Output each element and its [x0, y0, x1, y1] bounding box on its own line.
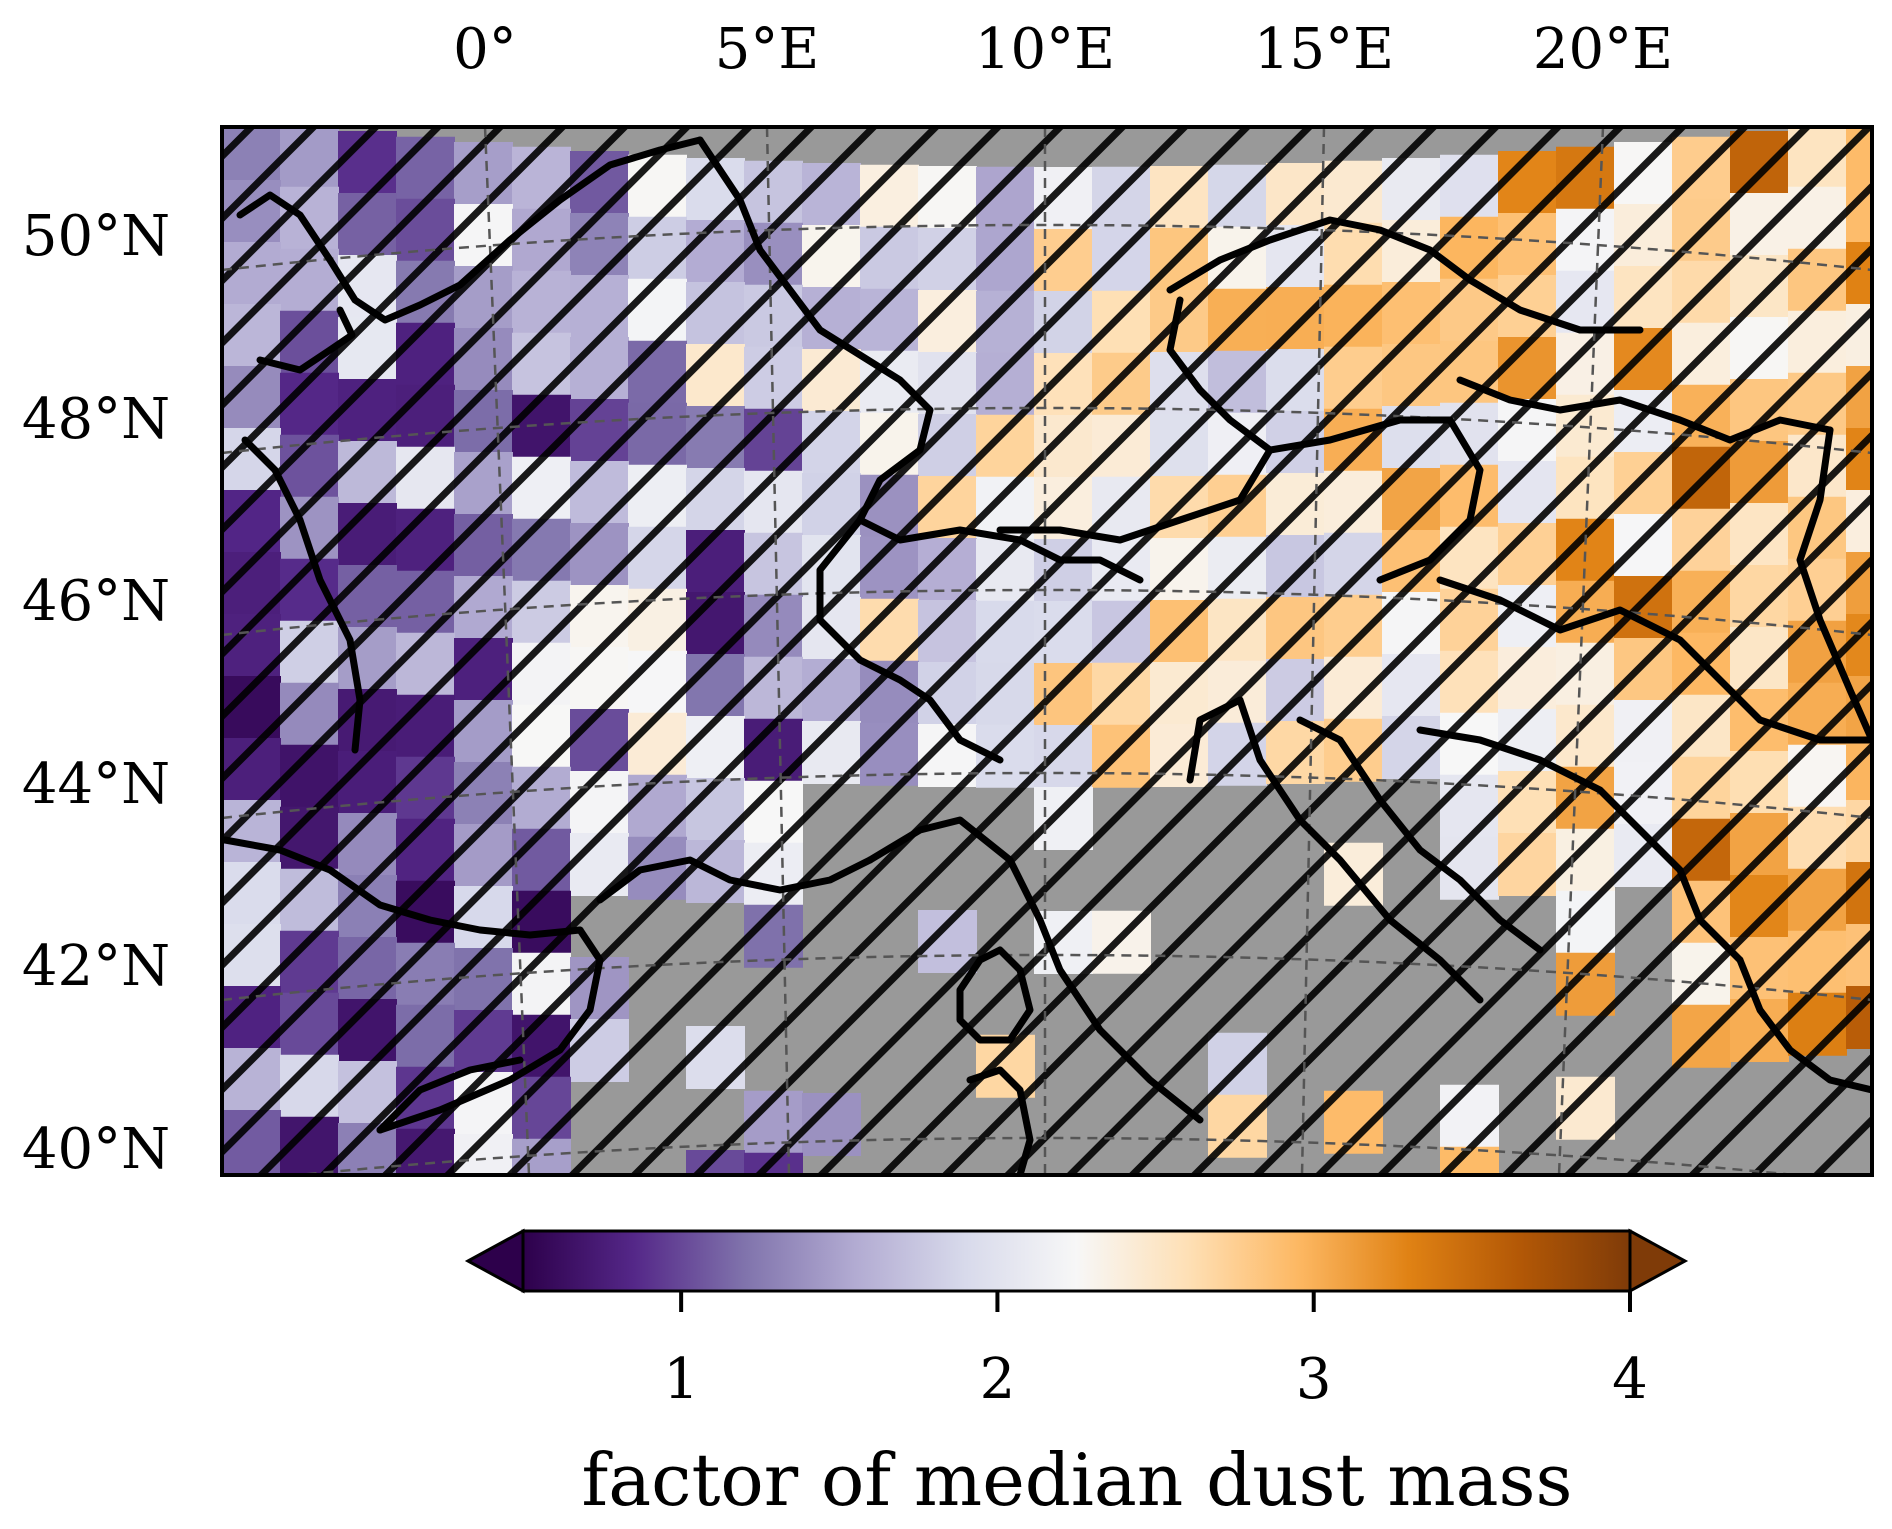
map-frame: [220, 125, 1874, 1177]
lat-label: 42°N: [22, 934, 170, 999]
colorbar: 1 2 3 4 factor of median dust mass: [464, 1228, 1689, 1522]
coastline-balearic: [376, 1056, 524, 1134]
coastline-mediterranean-spain: [376, 926, 604, 1134]
meridian-line: [1300, 127, 1326, 1175]
colorbar-tick-label: 2: [980, 1347, 1016, 1412]
border-germany-austria: [996, 296, 1274, 544]
insignificant-hatching: [222, 127, 1872, 1175]
meridian-line: [765, 127, 791, 1175]
coastline-italy-west: [866, 816, 1204, 1124]
lon-label: 5°E: [715, 17, 820, 82]
colorbar-tick-label: 1: [663, 1347, 699, 1412]
graticule: [222, 127, 1872, 1175]
map-panel: [222, 127, 1872, 1175]
coastline-corsica: [956, 946, 1034, 1044]
lon-label: 0°: [453, 17, 517, 82]
border-alps-italy: [816, 516, 1004, 764]
meridian-line: [1557, 127, 1605, 1175]
colorbar-label: factor of median dust mass: [582, 1438, 1573, 1522]
longitude-labels: 0° 5°E 10°E 15°E 20°E: [453, 17, 1673, 82]
coastline-adriatic-east: [1296, 716, 1544, 954]
colorbar-extend-low: [464, 1228, 525, 1294]
meridian-line: [483, 127, 531, 1175]
border-switzerland: [856, 516, 1144, 584]
border-albania-greece: [1736, 956, 1872, 1094]
border-romania-serbia: [1796, 426, 1872, 744]
colorbar-tick-label: 3: [1296, 1347, 1332, 1412]
coastline-biscay: [241, 436, 364, 754]
lat-label: 46°N: [22, 569, 170, 634]
colorbar-extend-high: [1628, 1228, 1689, 1294]
latitude-labels: 50°N 48°N 46°N 44°N 42°N 40°N: [22, 204, 170, 1182]
country-borders-and-coastlines: [222, 136, 1872, 1175]
border-balkans: [1436, 576, 1872, 744]
border-slovakia-hungary: [1456, 376, 1834, 444]
border-france-spain: [222, 836, 584, 939]
lat-label: 40°N: [22, 1117, 170, 1182]
coastline-gulf-of-lion: [596, 856, 874, 904]
lon-label: 10°E: [975, 17, 1115, 82]
border-austria-hungary: [1266, 416, 1484, 584]
lat-label: 44°N: [22, 752, 170, 817]
border-czech: [1166, 216, 1644, 334]
coastline-atlantic-france: [236, 136, 704, 324]
lat-label: 50°N: [22, 204, 170, 269]
colorbar-tick-label: 4: [1612, 1347, 1648, 1412]
lon-label: 20°E: [1533, 17, 1673, 82]
border-france-belgium-germany: [696, 136, 934, 524]
coastline-brittany: [256, 306, 356, 374]
lat-label: 48°N: [22, 387, 170, 452]
colorbar-gradient: [521, 1229, 1632, 1293]
border-croatia-bosnia: [1416, 726, 1744, 964]
coastline-sardinia: [966, 1066, 1034, 1175]
coastline-adriatic-west: [1186, 696, 1484, 1004]
lon-label: 15°E: [1254, 17, 1394, 82]
colorbar-ticks: [679, 1291, 1632, 1312]
